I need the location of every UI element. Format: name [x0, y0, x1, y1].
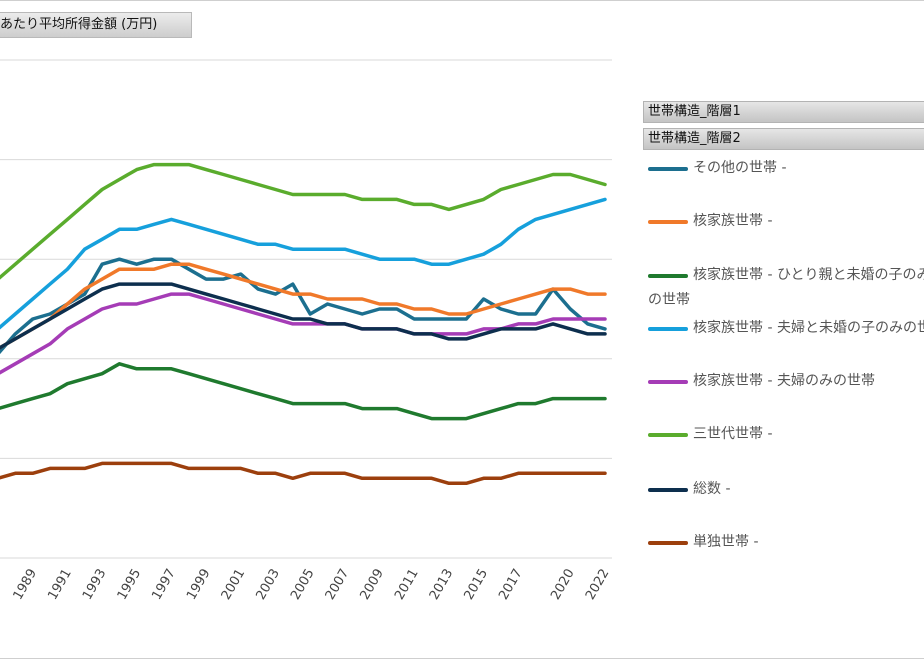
series-line-4[interactable] — [0, 292, 607, 375]
x-tick-label: 1997 — [149, 567, 179, 603]
series-lines — [0, 162, 607, 486]
x-tick-label: 1999 — [184, 567, 214, 603]
legend-header-level1[interactable]: 世帯構造_階層1 — [643, 101, 924, 123]
x-tick-label: 2003 — [253, 567, 283, 603]
legend-label: 核家族世帯 - 夫婦のみの世帯 — [693, 373, 875, 389]
legend-swatch — [648, 220, 688, 224]
legend-item-single-person[interactable]: 単独世帯 - — [648, 530, 924, 555]
legend-swatch — [648, 167, 688, 171]
legend-item-nuclear-family[interactable]: 核家族世帯 - — [648, 209, 924, 234]
x-tick-label: 2011 — [392, 567, 422, 603]
x-tick-label: 2005 — [288, 567, 318, 603]
legend-swatch — [648, 433, 688, 437]
chart-frame-bottom — [0, 658, 924, 659]
legend-header-level2[interactable]: 世帯構造_階層2 — [643, 128, 924, 150]
x-tick-label: 2001 — [219, 567, 249, 603]
x-tick-label: 2013 — [427, 567, 457, 603]
x-tick-label: 1993 — [80, 567, 110, 603]
x-tick-label: 2017 — [496, 567, 526, 603]
x-tick-label: 1991 — [45, 567, 75, 603]
legend-label: 核家族世帯 - ひとり親と未婚の子のみの世帯 — [648, 267, 924, 308]
x-tick-label: 2007 — [323, 567, 353, 603]
legend-swatch — [648, 488, 688, 492]
legend-swatch — [648, 541, 688, 545]
legend-item-total[interactable]: 総数 - — [648, 477, 924, 502]
legend-item-couple-with-children[interactable]: 核家族世帯 - 夫婦と未婚の子のみの世帯 — [648, 316, 924, 341]
series-line-7[interactable] — [0, 461, 607, 486]
x-tick-label: 2020 — [548, 567, 578, 603]
series-line-6[interactable] — [0, 282, 607, 350]
gridlines — [0, 59, 612, 559]
legend-label: 単独世帯 - — [693, 534, 759, 550]
x-axis-tick-labels: 87 1989 1991 1993 1995 1997 1999 2001 2003 2005 20… — [0, 567, 612, 603]
series-line-3[interactable] — [0, 197, 607, 330]
legend-label: その他の世帯 - — [693, 160, 787, 176]
chart-frame-top — [0, 0, 924, 1]
legend-item-couple-only[interactable]: 核家族世帯 - 夫婦のみの世帯 — [648, 369, 924, 394]
legend-swatch — [648, 274, 688, 278]
x-tick-label: 2022 — [583, 567, 613, 603]
chart-title: あたり平均所得金額 (万円) — [0, 12, 192, 38]
x-tick-label: 2015 — [462, 567, 492, 603]
legend-label: 核家族世帯 - 夫婦と未婚の子のみの世帯 — [693, 320, 924, 336]
series-line-0[interactable] — [0, 257, 607, 355]
legend-label: 三世代世帯 - — [693, 426, 773, 442]
legend-item-other-households[interactable]: その他の世帯 - — [648, 156, 924, 181]
legend-swatch — [648, 327, 688, 331]
x-tick-label: 1995 — [115, 567, 145, 603]
legend-item-three-generation[interactable]: 三世代世帯 - — [648, 422, 924, 447]
x-tick-label: 87 — [0, 567, 5, 589]
legend-label: 総数 - — [693, 481, 731, 497]
legend-item-single-parent[interactable]: 核家族世帯 - ひとり親と未婚の子のみの世帯 — [648, 263, 924, 313]
series-line-1[interactable] — [0, 262, 607, 350]
line-chart: 87 1989 1991 1993 1995 1997 1999 2001 2003 2005 20… — [0, 59, 612, 603]
legend-label: 核家族世帯 - — [693, 213, 773, 229]
legend-swatch — [648, 380, 688, 384]
series-line-5[interactable] — [0, 162, 607, 280]
x-tick-label: 2009 — [357, 567, 387, 603]
series-line-2[interactable] — [0, 362, 607, 421]
x-tick-label: 1989 — [11, 567, 41, 603]
